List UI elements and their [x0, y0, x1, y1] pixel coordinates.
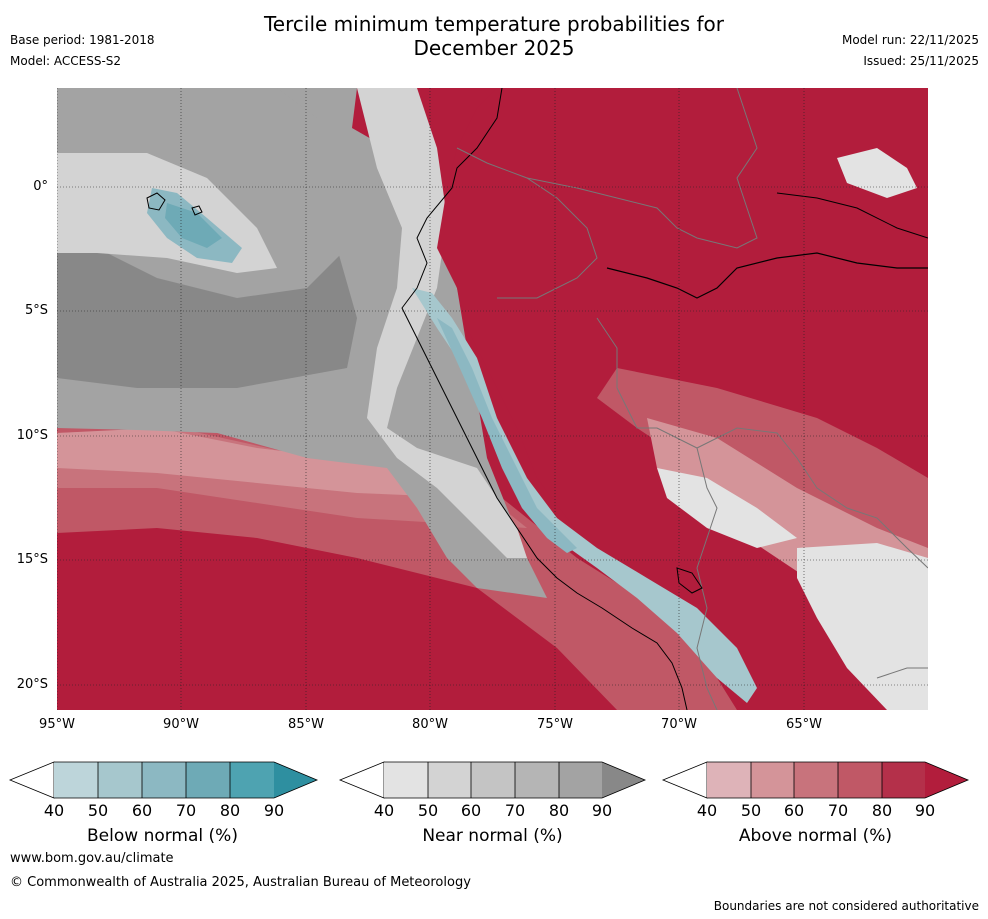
lon-label-80w: 80°W: [412, 717, 448, 732]
near-normal-50-coastal: [357, 88, 527, 558]
title-line-2: December 2025: [413, 36, 575, 60]
colorbar-below-bin-70: [186, 762, 230, 798]
page-title: Tercile minimum temperature probabilitie…: [0, 12, 988, 60]
below-normal-galapagos-core: [165, 203, 222, 248]
colorbar-near-bin-40: [384, 762, 428, 798]
lon-label-90w: 90°W: [163, 717, 199, 732]
colorbar-above: [661, 761, 970, 799]
above-50-band-south: [57, 428, 477, 498]
colorbar-strip: [8, 761, 970, 799]
colorbar-below-upper-arrow: [274, 762, 317, 798]
lat-label-15s: 15°S: [16, 552, 48, 567]
issued-date: Issued: 25/11/2025: [863, 54, 979, 68]
lat-label-0: 0°: [33, 179, 48, 194]
lon-label-75w: 75°W: [537, 717, 573, 732]
lon-label-65w: 65°W: [786, 717, 822, 732]
colorbar-near-label: Near normal (%): [422, 826, 563, 846]
colorbar-below-bin-40: [54, 762, 98, 798]
colorbar-near-bin-70: [515, 762, 559, 798]
amazon-river: [606, 252, 928, 299]
cb-near-tick-60: 60: [460, 801, 482, 820]
cb-below-tick-60: 60: [131, 801, 153, 820]
cb-above-tick-90: 90: [914, 801, 936, 820]
land-near-normal-patch: [657, 468, 797, 548]
galapagos-island-small: [191, 205, 203, 216]
cb-above-tick-70: 70: [827, 801, 849, 820]
colorbar-near: [338, 761, 647, 799]
title-line-1: Tercile minimum temperature probabilitie…: [263, 12, 725, 36]
colorbar-above-bin-50: [751, 762, 794, 798]
lake-titicaca: [676, 567, 703, 594]
cb-below-tick-40: 40: [43, 801, 65, 820]
cb-below-tick-50: 50: [87, 801, 109, 820]
cb-near-tick-90: 90: [591, 801, 613, 820]
below-normal-coastal-strip: [412, 288, 757, 703]
colorbar-below-lower-arrow: [8, 761, 55, 799]
colorbar-above-label: Above normal (%): [738, 826, 893, 846]
colorbar-above-lower-arrow: [661, 761, 708, 799]
colorbar-near-bin-80: [559, 762, 602, 798]
border-bolivia-brazil: [696, 427, 928, 569]
cb-near-tick-80: 80: [548, 801, 570, 820]
footer-disclaimer: Boundaries are not considered authoritat…: [713, 899, 979, 913]
colorbar-below-bin-80: [230, 762, 274, 798]
colorbar-above-bin-80: [882, 762, 925, 798]
cb-above-tick-60: 60: [783, 801, 805, 820]
probability-map: [57, 88, 928, 710]
colorbar-near-lower-arrow: [338, 761, 385, 799]
cb-above-tick-80: 80: [871, 801, 893, 820]
lat-label-20s: 20°S: [16, 677, 48, 692]
lat-label-10s: 10°S: [16, 428, 48, 443]
colorbar-above-bin-60: [794, 762, 838, 798]
colorbar-below: [8, 761, 319, 799]
cb-near-tick-40: 40: [373, 801, 395, 820]
coastline: [401, 88, 688, 710]
rio-negro: [776, 192, 928, 239]
lon-label-95w: 95°W: [39, 717, 75, 732]
border-paraguay: [876, 667, 928, 679]
colorbar-above-bin-70: [838, 762, 882, 798]
colorbar-below-bin-50: [98, 762, 142, 798]
border-colombia: [526, 88, 758, 249]
cb-above-tick-50: 50: [740, 801, 762, 820]
footer-copyright: © Commonwealth of Australia 2025, Austra…: [10, 875, 471, 890]
colorbar-above-bin-40: [707, 762, 751, 798]
land-near-normal-north: [837, 148, 917, 198]
base-period: Base period: 1981-2018: [10, 33, 155, 47]
colorbar-above-upper-arrow: [925, 762, 968, 798]
model-run: Model run: 22/11/2025: [841, 33, 979, 47]
lat-label-5s: 5°S: [24, 303, 48, 318]
colorbar-below-bin-60: [142, 762, 186, 798]
colorbar-near-upper-arrow: [602, 762, 645, 798]
meta-left: Base period: 1981-2018 Model: ACCESS-S2: [10, 30, 155, 72]
colorbar-below-label: Below normal (%): [87, 826, 238, 846]
cb-near-tick-50: 50: [417, 801, 439, 820]
cb-below-tick-90: 90: [263, 801, 285, 820]
footer-website: www.bom.gov.au/climate: [10, 851, 174, 866]
below-normal-coastal-core: [437, 318, 577, 553]
colorbar-near-bin-60: [471, 762, 515, 798]
galapagos-island: [146, 192, 166, 211]
lon-label-85w: 85°W: [288, 717, 324, 732]
model-name: Model: ACCESS-S2: [10, 54, 122, 68]
border-peru-brazil-bolivia: [596, 317, 718, 710]
land-near-normal-south: [797, 543, 928, 710]
cb-above-tick-40: 40: [696, 801, 718, 820]
cb-below-tick-70: 70: [175, 801, 197, 820]
land-above-70: [597, 368, 928, 548]
graticule: [57, 88, 928, 710]
cb-below-tick-80: 80: [219, 801, 241, 820]
border-ecuador-peru: [456, 147, 598, 299]
meta-right: Model run: 22/11/2025 Issued: 25/11/2025: [842, 30, 979, 72]
lon-label-70w: 70°W: [661, 717, 697, 732]
colorbar-near-bin-50: [428, 762, 471, 798]
cb-near-tick-70: 70: [504, 801, 526, 820]
